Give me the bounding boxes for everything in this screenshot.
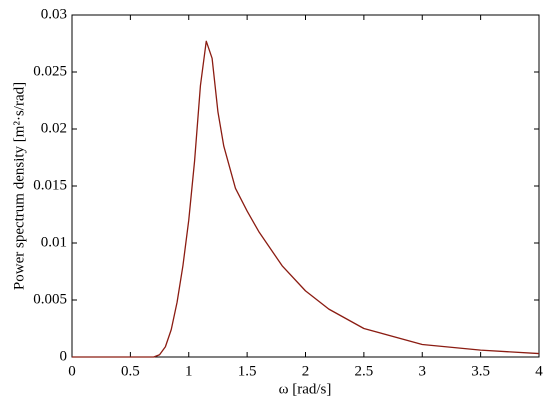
plot-frame bbox=[71, 14, 540, 358]
x-tick-label: 1 bbox=[185, 363, 193, 379]
y-tick-label: 0.03 bbox=[41, 6, 67, 22]
x-tick-label: 0.5 bbox=[121, 363, 140, 379]
y-axis-label: Power spectrum density [m²·s/rad] bbox=[11, 82, 27, 290]
y-tick-label: 0.015 bbox=[33, 177, 67, 193]
x-tick-label: 3 bbox=[419, 363, 427, 379]
x-tick-label: 4 bbox=[535, 363, 543, 379]
x-tick-label: 0 bbox=[68, 363, 76, 379]
y-tick-label: 0.025 bbox=[33, 63, 67, 79]
line bbox=[72, 40, 540, 358]
y-tick-label: 0.01 bbox=[41, 234, 67, 250]
y-tick-label: 0.005 bbox=[33, 291, 67, 307]
x-tick-label: 1.5 bbox=[238, 363, 257, 379]
y-tick-label: 0.02 bbox=[41, 120, 67, 136]
x-tick-label: 3.5 bbox=[471, 363, 490, 379]
x-tick-label: 2.5 bbox=[355, 363, 374, 379]
x-axis-label: ω [rad/s] bbox=[279, 381, 332, 397]
x-tick-label: 2 bbox=[302, 363, 310, 379]
y-tick-label: 0 bbox=[60, 348, 68, 364]
